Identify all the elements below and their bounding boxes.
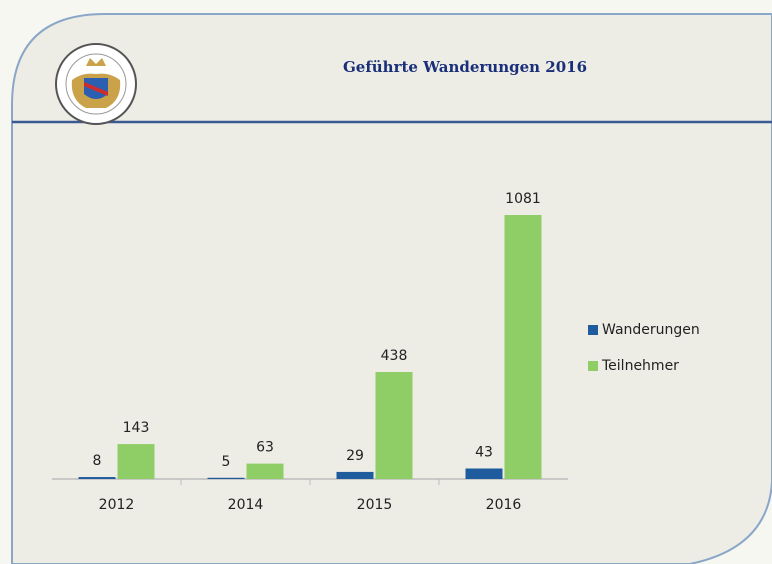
data-label: 8	[93, 453, 102, 469]
slide-panel	[11, 13, 772, 564]
x-tick-label: 2014	[228, 497, 264, 513]
data-label: 5	[222, 454, 231, 470]
bar	[504, 215, 542, 479]
legend-swatch	[588, 325, 598, 335]
bar	[375, 372, 413, 479]
data-label: 143	[123, 420, 150, 436]
x-tick-label: 2012	[99, 497, 135, 513]
legend-label: Wanderungen	[602, 322, 700, 338]
data-label: 1081	[505, 191, 541, 207]
bar	[465, 468, 503, 479]
data-label: 29	[346, 448, 364, 464]
data-label: 438	[381, 348, 408, 364]
bar	[117, 444, 155, 479]
legend-swatch	[588, 361, 598, 371]
logo	[55, 43, 137, 125]
chart-title: Geführte Wanderungen 2016	[343, 58, 587, 76]
bar	[336, 471, 374, 479]
bar	[246, 463, 284, 479]
bar	[78, 477, 116, 479]
data-label: 43	[475, 444, 493, 460]
x-tick-label: 2015	[357, 497, 393, 513]
legend-label: Teilnehmer	[601, 358, 679, 374]
bar	[207, 477, 245, 479]
x-tick-label: 2016	[486, 497, 522, 513]
data-label: 63	[256, 440, 274, 456]
